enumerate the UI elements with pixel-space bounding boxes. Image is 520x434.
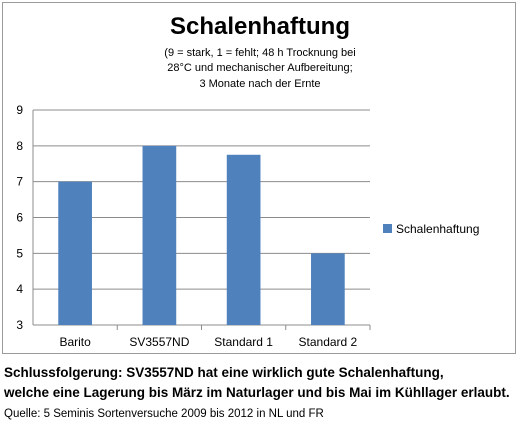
- y-tick-label: 3: [16, 318, 23, 332]
- y-tick-label: 5: [16, 246, 23, 260]
- y-tick-label: 6: [16, 211, 23, 225]
- y-tick-label: 8: [16, 139, 23, 153]
- chart-subtitle-line-1: (9 = stark, 1 = fehlt; 48 h Trocknung be…: [164, 47, 356, 59]
- x-tick-label: SV3557ND: [129, 335, 189, 349]
- y-tick-label: 4: [16, 282, 23, 296]
- bar-barito: [58, 181, 92, 325]
- y-tick-label: 7: [16, 175, 23, 189]
- legend-label: Schalenhaftung: [396, 222, 479, 236]
- chart-frame: Schalenhaftung (9 = stark, 1 = fehlt; 48…: [2, 2, 516, 354]
- bar-standard-2: [311, 253, 345, 325]
- chart-title: Schalenhaftung: [169, 13, 350, 40]
- conclusion-text: Schlussfolgerung: SV3557ND hat eine wirk…: [4, 363, 518, 403]
- conclusion-line-2: welche eine Lagerung bis März im Naturla…: [4, 385, 510, 400]
- x-tick-label: Standard 1: [214, 335, 273, 349]
- source-note: Quelle: 5 Seminis Sortenversuche 2009 bi…: [4, 408, 324, 420]
- chart-subtitle-line-2: 28°C und mechanischer Aufbereitung;: [167, 62, 353, 74]
- bar-chart: 3 4 5 6 7 8 9 Barito SV3557ND Standard 1 Standard …: [16, 103, 479, 349]
- chart-subtitle-line-3: 3 Monate nach der Ernte: [199, 78, 321, 90]
- legend-swatch: [383, 224, 392, 233]
- bar-sv3557nd: [142, 145, 177, 325]
- conclusion-line-1: Schlussfolgerung: SV3557ND hat eine wirk…: [4, 365, 444, 380]
- x-tick-label: Standard 2: [299, 335, 358, 349]
- y-tick-label: 9: [16, 103, 23, 117]
- x-tick-label: Barito: [59, 335, 91, 349]
- bar-standard-1: [226, 154, 261, 325]
